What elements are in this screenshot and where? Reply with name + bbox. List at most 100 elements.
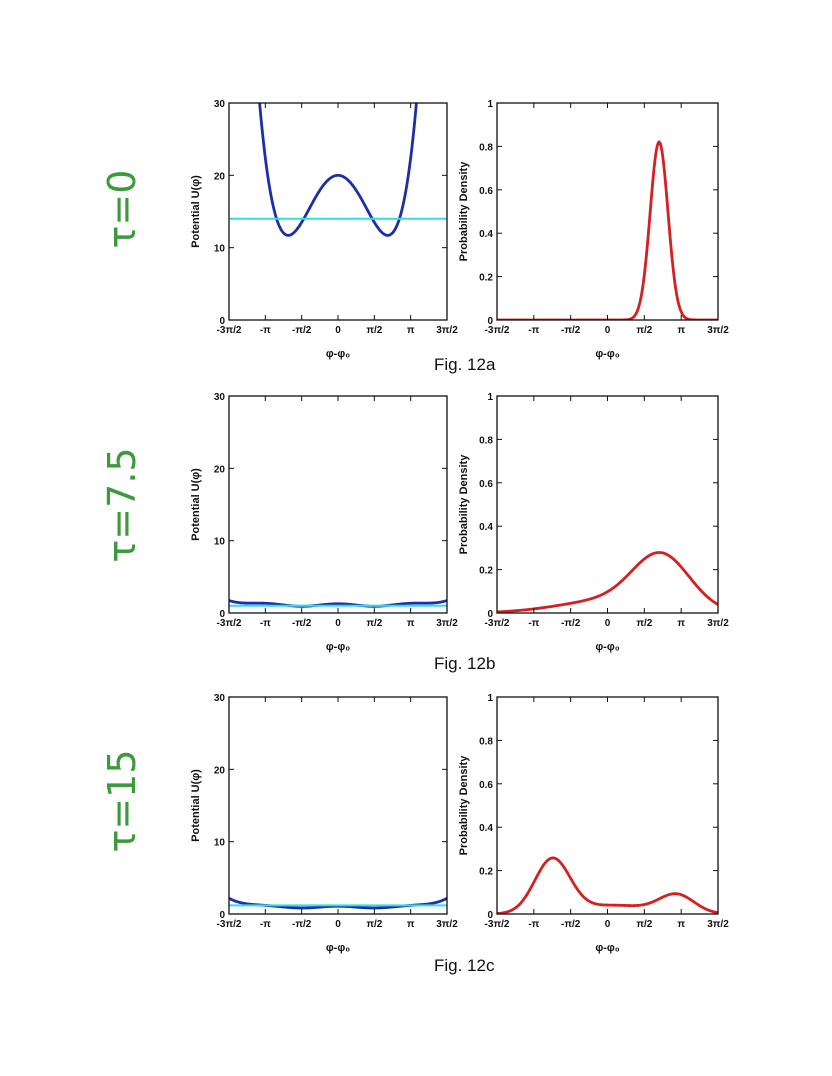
density-chart-1-ytick-label-1: 0 <box>487 316 493 327</box>
potential-chart-1-xtick-label-5: π/2 <box>366 325 382 336</box>
density-chart-2-xaxis-label: φ-φ₀ <box>595 641 619 653</box>
potential-chart-2-xaxis-label: φ-φ₀ <box>326 641 350 653</box>
density-chart-3-xtick-label-3: -π/2 <box>561 919 581 930</box>
density-chart-3-xtick-label-5: π/2 <box>636 919 652 930</box>
potential-chart-3-xtick-label-4: 0 <box>335 919 341 930</box>
density-chart-2-plot-frame <box>496 395 719 614</box>
density-chart-3-plot-frame <box>496 696 719 915</box>
density-chart-3-ytick-label-3: 0.4 <box>479 823 493 834</box>
caption-fig-12c: Fig. 12c <box>434 956 495 975</box>
density-chart-3-ytick-label-2: 0.2 <box>479 867 493 878</box>
potential-chart-1-xtick-label-6: π <box>407 325 415 336</box>
caption-fig-12b: Fig. 12b <box>434 654 496 673</box>
density-chart-2-xtick-label-3: -π/2 <box>561 618 581 629</box>
potential-chart-3-ytick-label-2: 10 <box>214 838 226 849</box>
density-chart-1-xtick-label-5: π/2 <box>636 325 652 336</box>
potential-chart-2-yaxis-label: Potential U(φ) <box>190 468 202 541</box>
potential-chart-1-xaxis-label: φ-φ₀ <box>326 348 350 360</box>
potential-chart-1-yaxis-label: Potential U(φ) <box>190 175 202 248</box>
tau-label-row-2: τ=7.5 <box>100 447 144 563</box>
potential-chart-1-xtick-label-3: -π/2 <box>292 325 312 336</box>
density-chart-3-ytick-label-4: 0.6 <box>479 780 493 791</box>
density-chart-2-yaxis-label: Probability Density <box>458 454 470 555</box>
potential-chart-3-ytick-label-4: 30 <box>214 693 226 704</box>
density-chart-2-xtick-label-1: -3π/2 <box>485 618 510 629</box>
density-chart-3-yaxis-label: Probability Density <box>458 755 470 856</box>
density-chart-2-xtick-label-5: π/2 <box>636 618 652 629</box>
density-chart-1-ytick-label-4: 0.6 <box>479 186 493 197</box>
density-chart-2-ytick-label-4: 0.6 <box>479 479 493 490</box>
potential-chart-2-xtick-label-5: π/2 <box>366 618 382 629</box>
potential-chart-3-xtick-label-6: π <box>407 919 415 930</box>
potential-chart-2-ytick-label-2: 10 <box>214 537 226 548</box>
density-chart-1-ytick-label-5: 0.8 <box>479 142 493 153</box>
potential-chart-2-xtick-label-7: 3π/2 <box>436 618 458 629</box>
potential-chart-1-ytick-label-3: 20 <box>214 171 226 182</box>
tau-label-row-3: τ=15 <box>100 749 144 853</box>
density-chart-2-series-1-line <box>497 551 718 613</box>
tau-label-row-1: τ=0 <box>100 169 144 249</box>
potential-chart-2-xtick-label-3: -π/2 <box>292 618 312 629</box>
density-chart-1-yaxis-label: Probability Density <box>458 161 470 262</box>
potential-chart-3-ytick-label-3: 20 <box>214 765 226 776</box>
potential-chart-2-xtick-label-2: -π <box>260 618 271 629</box>
density-chart-1-series-1-line <box>497 140 718 320</box>
density-chart-1-xtick-label-6: π <box>677 325 685 336</box>
density-chart-3-xtick-label-2: -π <box>528 919 539 930</box>
potential-chart-3-yaxis-label: Potential U(φ) <box>190 769 202 842</box>
potential-chart-2-ytick-label-4: 30 <box>214 392 226 403</box>
density-chart-3-xaxis-label: φ-φ₀ <box>595 942 619 954</box>
density-chart-3-ytick-label-5: 0.8 <box>479 736 493 747</box>
density-chart-1-ytick-label-6: 1 <box>487 99 493 110</box>
density-chart-2-xtick-label-2: -π <box>528 618 539 629</box>
potential-chart-1-ytick-label-2: 10 <box>214 244 226 255</box>
density-chart-2-xtick-label-7: 3π/2 <box>707 618 729 629</box>
density-chart-3-xtick-label-7: 3π/2 <box>707 919 729 930</box>
potential-chart-2-xtick-label-1: -3π/2 <box>217 618 242 629</box>
potential-chart-3-ytick-label-1: 0 <box>219 910 225 921</box>
potential-chart-2-xtick-label-4: 0 <box>335 618 341 629</box>
potential-chart-3-xtick-label-1: -3π/2 <box>217 919 242 930</box>
density-chart-1-xtick-label-4: 0 <box>605 325 611 336</box>
density-chart-1-xtick-label-1: -3π/2 <box>485 325 510 336</box>
density-chart-2-ytick-label-3: 0.4 <box>479 522 493 533</box>
potential-chart-3-xtick-label-5: π/2 <box>366 919 382 930</box>
density-chart-2-ytick-label-1: 0 <box>487 609 493 620</box>
density-chart-2-ytick-label-6: 1 <box>487 392 493 403</box>
density-chart-1-xtick-label-3: -π/2 <box>561 325 581 336</box>
potential-chart-1-xtick-label-2: -π <box>260 325 271 336</box>
potential-chart-1-xtick-label-1: -3π/2 <box>217 325 242 336</box>
potential-chart-1-ytick-label-1: 0 <box>219 316 225 327</box>
potential-chart-3-plot-frame <box>228 696 448 915</box>
potential-chart-2-series-1-line <box>229 599 447 608</box>
potential-chart-3-xaxis-label: φ-φ₀ <box>326 942 350 954</box>
density-chart-3-xtick-label-6: π <box>677 919 685 930</box>
density-chart-2-ytick-label-5: 0.8 <box>479 435 493 446</box>
potential-chart-3-xtick-label-2: -π <box>260 919 271 930</box>
potential-chart-2-plot-frame <box>228 395 448 614</box>
density-chart-1-ytick-label-2: 0.2 <box>479 273 493 284</box>
potential-chart-3-xtick-label-7: 3π/2 <box>436 919 458 930</box>
potential-chart-2-ytick-label-3: 20 <box>214 464 226 475</box>
potential-chart-3-series-1-line <box>229 897 447 910</box>
density-chart-1-xtick-label-7: 3π/2 <box>707 325 729 336</box>
density-chart-2-xtick-label-4: 0 <box>605 618 611 629</box>
density-chart-3-ytick-label-6: 1 <box>487 693 493 704</box>
density-chart-1-ytick-label-3: 0.4 <box>479 229 493 240</box>
density-chart-1-plot-frame <box>496 102 719 321</box>
density-chart-3-series-1-line <box>497 856 718 914</box>
potential-chart-1-xtick-label-4: 0 <box>335 325 341 336</box>
density-chart-3-xtick-label-4: 0 <box>605 919 611 930</box>
density-chart-1-xaxis-label: φ-φ₀ <box>595 348 619 360</box>
density-chart-1-xtick-label-2: -π <box>528 325 539 336</box>
potential-chart-2-ytick-label-1: 0 <box>219 609 225 620</box>
density-chart-3-ytick-label-1: 0 <box>487 910 493 921</box>
density-chart-3-xtick-label-1: -3π/2 <box>485 919 510 930</box>
potential-chart-1-series-1-line <box>258 103 418 237</box>
potential-chart-2-xtick-label-6: π <box>407 618 415 629</box>
potential-chart-1-ytick-label-4: 30 <box>214 99 226 110</box>
density-chart-2-ytick-label-2: 0.2 <box>479 566 493 577</box>
potential-chart-1-xtick-label-7: 3π/2 <box>436 325 458 336</box>
